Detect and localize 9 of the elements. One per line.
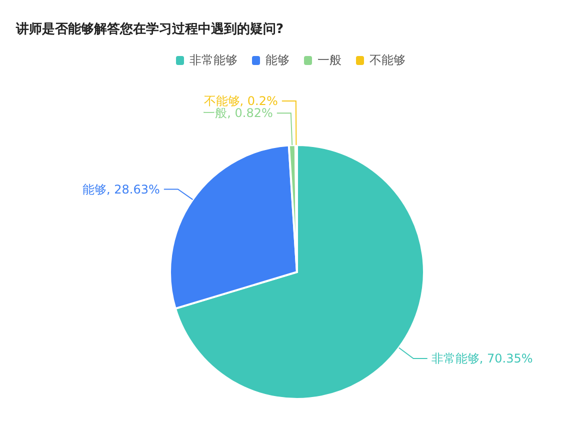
legend-label: 非常能够 <box>188 52 238 69</box>
legend-label: 一般 <box>316 52 342 69</box>
data-label: 非常能够, 70.35% <box>431 352 533 366</box>
data-label: 一般, 0.82% <box>203 106 273 120</box>
data-label: 不能够, 0.2% <box>204 94 278 108</box>
data-label: 能够, 28.63% <box>82 182 160 196</box>
chart-title: 讲师是否能够解答您在学习过程中遇到的疑问? <box>16 21 284 38</box>
legend-label: 能够 <box>264 52 290 69</box>
legend-label: 不能够 <box>368 52 406 69</box>
